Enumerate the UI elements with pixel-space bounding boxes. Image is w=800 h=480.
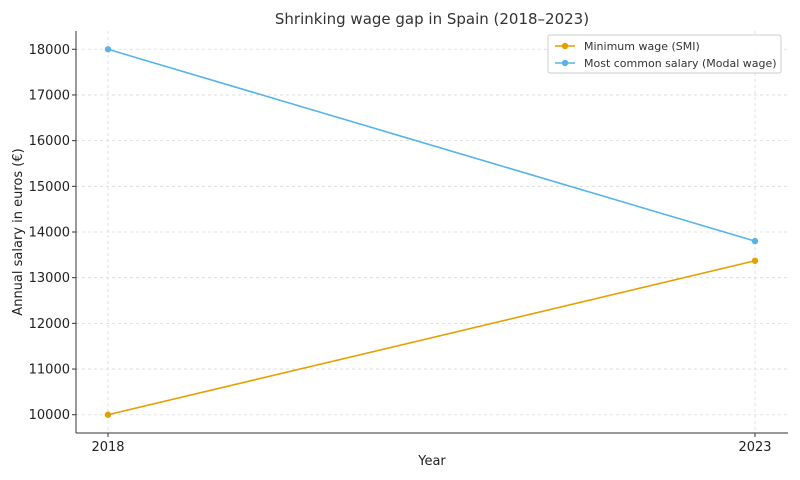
x-tick-label: 2018 [91, 440, 124, 455]
series-points [104, 46, 759, 418]
y-tick-label: 10000 [29, 408, 70, 423]
x-tick-label: 2023 [738, 440, 771, 455]
tick-labels: 10000 11000 12000 13000 14000 15000 16000 17000… [29, 43, 772, 455]
legend-box [547, 34, 782, 74]
y-tick-label: 17000 [29, 88, 70, 103]
y-tick-label: 16000 [29, 134, 70, 149]
series-lines [107, 48, 756, 416]
chart-title: Shrinking wage gap in Spain (2018–2023) [275, 10, 589, 28]
legend: Minimum wage (SMI) Most common salary (Mo… [547, 34, 782, 74]
legend-marker [561, 42, 569, 50]
y-axis-label: Annual salary in euros (€) [11, 148, 26, 315]
legend-label: Minimum wage (SMI) [584, 40, 700, 53]
y-tick-label: 14000 [29, 226, 70, 241]
grid-lines [76, 31, 788, 433]
data-point [751, 237, 759, 245]
axes [72, 31, 788, 437]
series-line-0 [107, 260, 756, 416]
y-tick-label: 13000 [29, 271, 70, 286]
legend-items: Minimum wage (SMI) Most common salary (Mo… [555, 40, 777, 70]
y-tick-label: 11000 [29, 363, 70, 378]
y-tick-label: 12000 [29, 317, 70, 332]
data-point [104, 46, 112, 53]
data-point [751, 257, 759, 264]
y-tick-label: 18000 [29, 43, 70, 58]
legend-marker [561, 59, 569, 67]
data-point [104, 411, 112, 418]
x-axis-label: Year [417, 454, 446, 469]
y-tick-label: 15000 [29, 180, 70, 195]
legend-label: Most common salary (Modal wage) [584, 57, 777, 70]
series-line-1 [107, 48, 756, 242]
